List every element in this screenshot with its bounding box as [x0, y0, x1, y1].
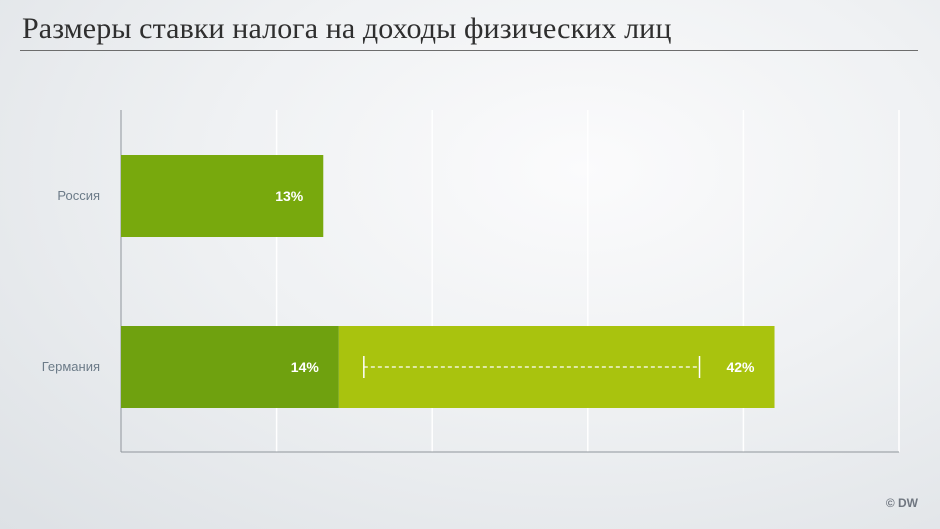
bar-segment	[121, 155, 324, 237]
bar-value-label: 13%	[275, 188, 304, 204]
category-label: Россия	[57, 188, 100, 203]
chart-title: Размеры ставки налога на доходы физическ…	[22, 12, 672, 45]
bar-segment	[121, 326, 339, 408]
title-divider	[20, 50, 918, 51]
category-label: Германия	[42, 359, 100, 374]
bar-value-label: 14%	[291, 359, 320, 375]
source-credit: © DW	[885, 496, 918, 510]
bar-value-label: 42%	[726, 359, 755, 375]
